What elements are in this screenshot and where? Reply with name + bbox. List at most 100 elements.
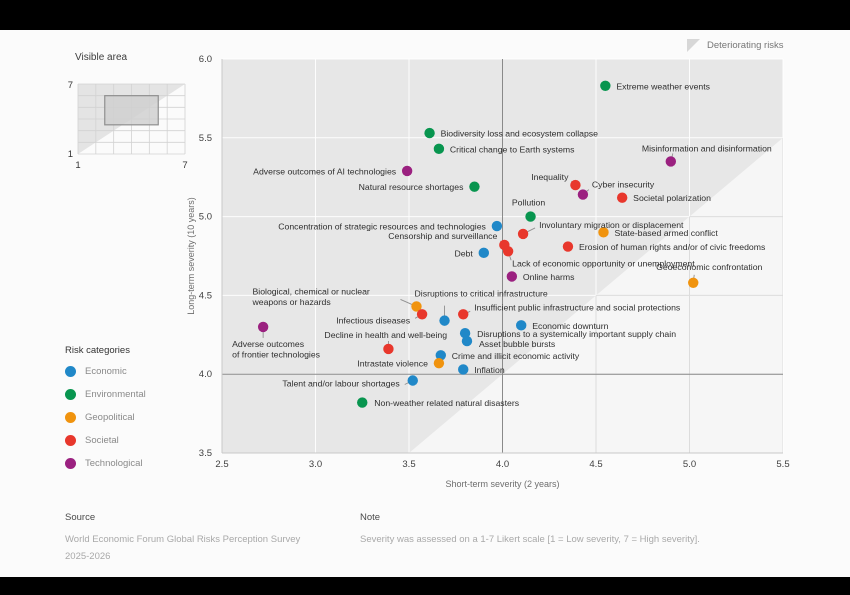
point-adverse-outcomes-of-ai-technologies[interactable]: Adverse outcomes of AI technologies: [401, 165, 413, 177]
x-tick-label: 3.0: [309, 459, 322, 470]
y-tick-label: 4.5: [199, 290, 212, 301]
label-involuntary-migration-or-displacement: Involuntary migration or displacement: [539, 220, 684, 230]
legend-dot-icon: [65, 366, 76, 377]
y-tick-label: 4.0: [199, 369, 212, 380]
legend-items: Economic Environmental Geopolitical Societa…: [65, 366, 146, 469]
point-concentration-of-strategic-resources-and-technologies[interactable]: Concentration of strategic resources and…: [491, 220, 503, 232]
point-misinformation-and-disinformation[interactable]: Misinformation and disinformation: [665, 156, 676, 167]
legend-item-technological[interactable]: Technological: [65, 458, 146, 469]
point-inequality[interactable]: Inequality: [570, 179, 581, 191]
point-extreme-weather-events[interactable]: Extreme weather events: [600, 80, 611, 91]
label-geoeconomic-confrontation: Geoeconomic confrontation: [656, 262, 762, 272]
x-tick-label: 2.5: [215, 459, 228, 470]
label-concentration-of-strategic-resources-and-technologies: Concentration of strategic resources and…: [278, 222, 486, 232]
label-intrastate-violence: Intrastate violence: [357, 359, 428, 369]
legend-item-economic[interactable]: Economic: [65, 366, 146, 377]
point-biodiversity-loss-and-ecosystem-collapse[interactable]: Biodiversity loss and ecosystem collapse: [424, 127, 435, 139]
minimap-tick-label: 7: [182, 160, 187, 171]
x-tick-label: 4.0: [496, 459, 509, 470]
label-non-weather-related-natural-disasters: Non-weather related natural disasters: [374, 398, 520, 408]
point-erosion-of-human-rights-and-or-of-civic-freedoms[interactable]: Erosion of human rights and/or of civic …: [562, 241, 574, 252]
label-critical-change-to-earth-systems: Critical change to Earth systems: [450, 144, 575, 154]
point-crime-and-illicit-economic-activity[interactable]: Crime and illicit economic activity: [435, 350, 446, 361]
y-tick-label: 5.0: [199, 212, 212, 223]
note-block: Note Severity was assessed on a 1-7 Like…: [360, 512, 800, 548]
label-adverse-outcomes-of-ai-technologies: Adverse outcomes of AI technologies: [253, 166, 397, 176]
legend-item-geopolitical[interactable]: Geopolitical: [65, 412, 146, 423]
point-state-based-armed-conflict[interactable]: State-based armed conflict: [598, 227, 609, 238]
legend-title: Risk categories: [65, 345, 130, 356]
point-biological-chemical-or-nuclear-weapons-or-hazards[interactable]: Biological, chemical or nuclear weapons …: [411, 301, 422, 312]
risk-labels: Extreme weather events Biodiversity loss …: [232, 81, 772, 408]
legend-item-societal[interactable]: Societal: [65, 435, 146, 446]
label-economic-downturn: Economic downturn: [532, 321, 608, 331]
y-tick-label: 5.5: [199, 133, 212, 144]
point-economic-downturn[interactable]: Economic downturn: [516, 320, 527, 331]
legend-dot-icon: [65, 435, 76, 446]
label-biological-chemical-or-nuclear-weapons-or-hazards: weapons or hazards: [251, 297, 331, 307]
point-online-harms[interactable]: Online harms: [506, 271, 518, 282]
point-asset-bubble-bursts[interactable]: Asset bubble bursts: [461, 335, 473, 347]
point-infectious-diseases[interactable]: Infectious diseases: [416, 309, 428, 320]
point-critical-change-to-earth-systems[interactable]: Critical change to Earth systems: [433, 143, 445, 155]
point-involuntary-migration-or-displacement[interactable]: Involuntary migration or displacement: [517, 228, 529, 240]
point-geoeconomic-confrontation[interactable]: Geoeconomic confrontation: [688, 277, 699, 288]
point-decline-in-health-and-well-being[interactable]: Decline in health and well-being: [383, 343, 394, 355]
note-text: Severity was assessed on a 1-7 Likert sc…: [360, 534, 700, 545]
label-erosion-of-human-rights-and-or-of-civic-freedoms: Erosion of human rights and/or of civic …: [579, 242, 766, 252]
minimap-viewport[interactable]: [104, 95, 159, 126]
x-tick-label: 5.0: [683, 459, 696, 470]
scatter-chart: 2.5 3.0 3.5 4.0 4.5 5.0 5.5 3.5 4.0 4.5 5.0 5.5 6.0 S…: [186, 54, 790, 489]
label-insufficient-public-infrastructure-and-social-protections: Insufficient public infrastructure and s…: [474, 302, 681, 312]
point-pollution[interactable]: Pollution: [525, 211, 536, 222]
legend-dot-icon: [65, 412, 76, 423]
legend-item-label: Economic: [85, 366, 127, 377]
label-talent-and-or-labour-shortages: Talent and/or labour shortages: [282, 379, 400, 389]
deteriorating-risks-legend: Deteriorating risks: [687, 39, 784, 52]
point-natural-resource-shortages[interactable]: Natural resource shortages: [469, 181, 480, 192]
label-lack-of-economic-opportunity-or-unemployment: Lack of economic opportunity or unemploy…: [512, 258, 695, 268]
y-tick-label: 3.5: [199, 448, 212, 459]
point-cyber-insecurity[interactable]: Cyber insecurity: [577, 189, 589, 200]
label-online-harms: Online harms: [523, 272, 575, 282]
point-disruptions-to-critical-infrastructure[interactable]: Disruptions to critical infrastructure: [439, 315, 450, 326]
legend-dot-icon: [65, 458, 76, 469]
label-infectious-diseases: Infectious diseases: [336, 315, 411, 325]
source-text-line2: 2025-2026: [65, 551, 111, 562]
source-block: Source World Economic Forum Global Risks…: [65, 512, 335, 565]
source-text-line1: World Economic Forum Global Risks Percep…: [65, 534, 301, 545]
bottom-letterbox-bar: [0, 577, 850, 595]
point-lack-of-economic-opportunity-or-unemployment[interactable]: Lack of economic opportunity or unemploy…: [502, 246, 514, 257]
minimap-title: Visible area: [75, 52, 128, 63]
label-disruptions-to-critical-infrastructure: Disruptions to critical infrastructure: [415, 289, 548, 299]
risk-categories-legend: Risk categories Economic Environmental Geo…: [65, 345, 146, 481]
label-extreme-weather-events: Extreme weather events: [616, 81, 710, 91]
label-debt: Debt: [454, 248, 473, 258]
point-insufficient-public-infrastructure-and-social-protections[interactable]: Insufficient public infrastructure and s…: [458, 309, 469, 320]
point-societal-polarization[interactable]: Societal polarization: [616, 192, 628, 203]
minimap-tick-label: 1: [75, 160, 80, 171]
legend-item-label: Societal: [85, 435, 119, 446]
legend-item-label: Technological: [85, 458, 143, 469]
point-disruptions-to-a-systemically-important-supply-chain[interactable]: Disruptions to a systemically important …: [459, 328, 471, 339]
label-adverse-outcomes-of-frontier-technologies: of frontier technologies: [232, 349, 321, 359]
source-label: Source: [65, 512, 96, 523]
x-axis-title: Short-term severity (2 years): [445, 479, 559, 489]
label-state-based-armed-conflict: State-based armed conflict: [614, 228, 718, 238]
note-label: Note: [360, 512, 381, 523]
top-letterbox-bar: [0, 0, 850, 30]
label-asset-bubble-bursts: Asset bubble bursts: [479, 339, 556, 349]
point-adverse-outcomes-of-frontier-technologies[interactable]: Adverse outcomes of frontier technologie…: [257, 321, 269, 333]
x-tick-label: 5.5: [776, 459, 789, 470]
y-axis-title: Long-term severity (10 years): [186, 197, 196, 315]
point-intrastate-violence[interactable]: Intrastate violence: [433, 357, 445, 369]
label-disruptions-to-a-systemically-important-supply-chain: Disruptions to a systemically important …: [477, 329, 676, 339]
point-inflation[interactable]: Inflation: [458, 364, 469, 375]
label-censorship-and-surveillance: Censorship and surveillance: [388, 231, 497, 241]
legend-item-environmental[interactable]: Environmental: [65, 389, 146, 400]
point-non-weather-related-natural-disasters[interactable]: Non-weather related natural disasters: [357, 397, 368, 408]
point-debt[interactable]: Debt: [478, 247, 489, 259]
point-talent-and-or-labour-shortages[interactable]: Talent and/or labour shortages: [407, 375, 418, 386]
y-tick-label: 6.0: [199, 54, 212, 65]
